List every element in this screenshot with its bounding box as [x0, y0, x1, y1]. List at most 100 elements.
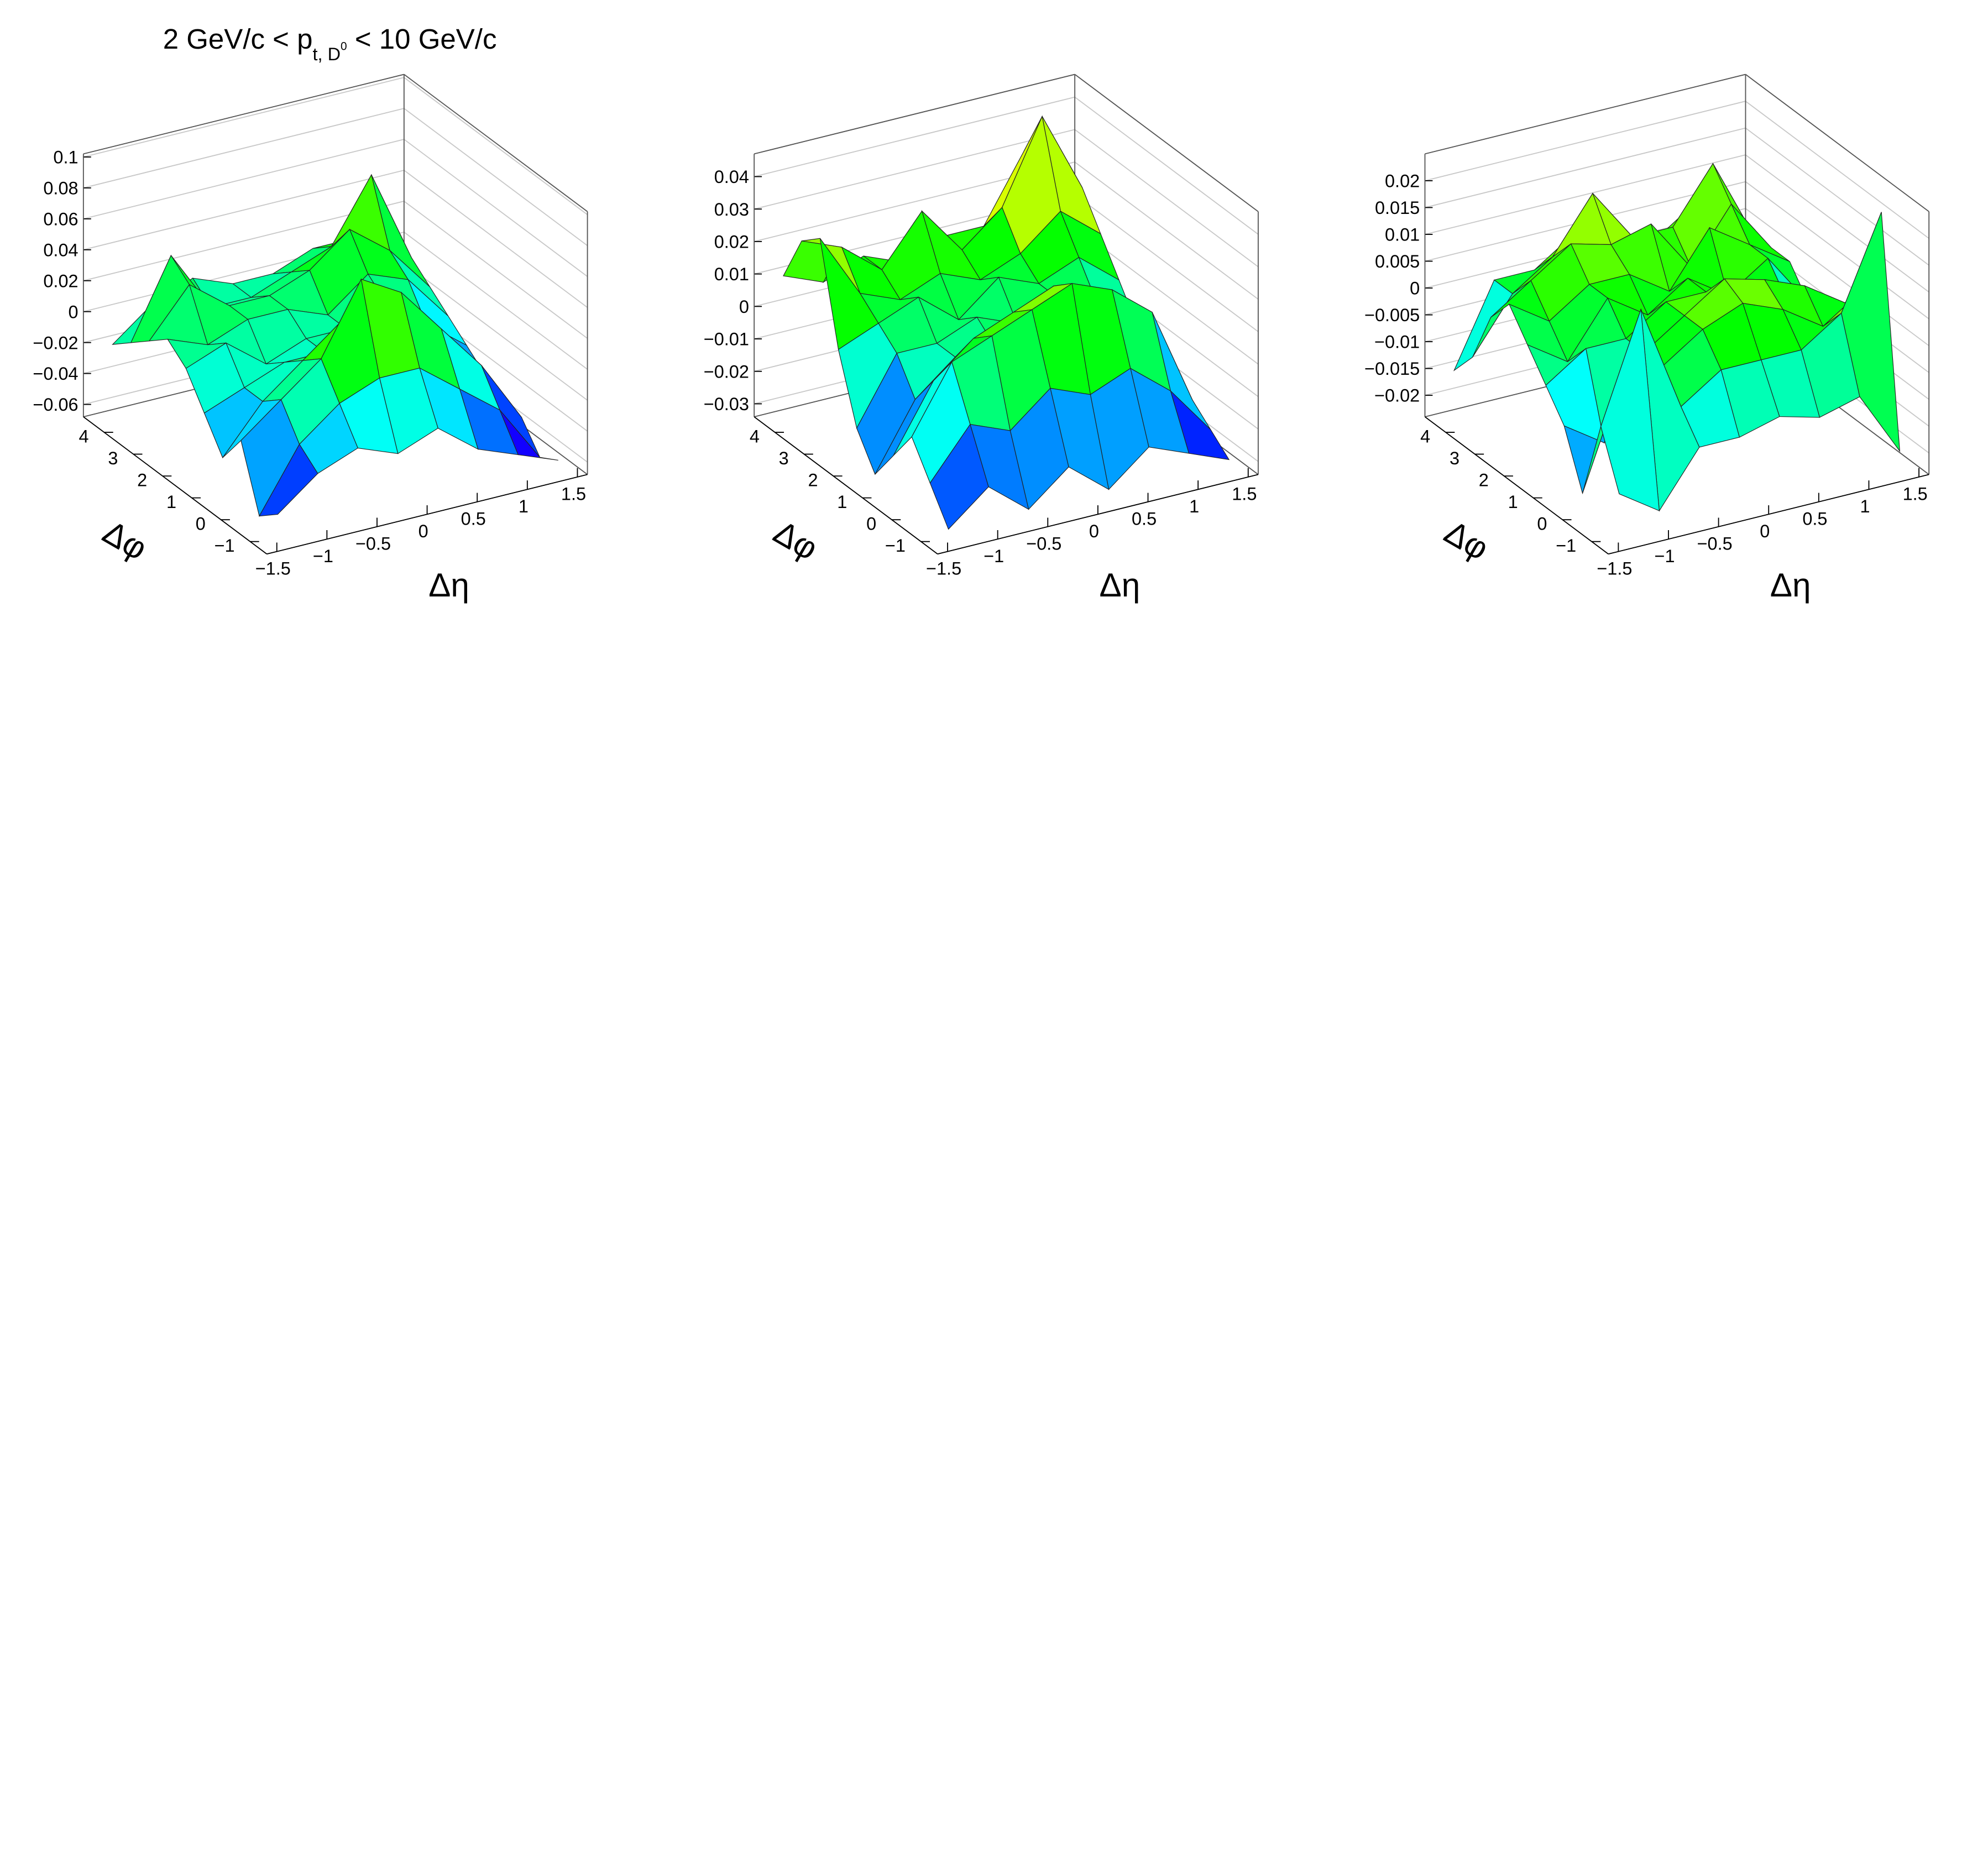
- y-tick-label: 0: [1537, 514, 1547, 534]
- box-edge: [404, 74, 588, 212]
- y-tick-label: 4: [1420, 427, 1430, 447]
- title-part: < 10 GeV/c: [347, 23, 497, 55]
- box-edge: [1425, 74, 1746, 155]
- grid-line: [1425, 101, 1746, 181]
- box-edge: [754, 74, 1075, 155]
- z-tick-label: 0: [739, 297, 749, 317]
- x-tick-label: 0: [1089, 521, 1099, 541]
- x-tick-label: 0: [1760, 521, 1770, 541]
- z-tick-label: 0.005: [1375, 252, 1420, 271]
- z-tick-label: 0.04: [714, 167, 749, 187]
- y-tick-label: 1: [166, 492, 176, 512]
- y-axis: [83, 416, 268, 554]
- grid-line: [404, 232, 588, 370]
- z-tick-label: −0.06: [33, 395, 78, 415]
- grid-line: [1074, 161, 1259, 300]
- x-tick-label: 0.5: [1132, 509, 1157, 529]
- x-tick-label: 1.5: [561, 484, 586, 504]
- grid-line: [404, 77, 588, 216]
- grid-line: [404, 201, 588, 339]
- grid-line: [1745, 154, 1929, 293]
- x-tick-label: −1.5: [255, 558, 291, 578]
- x-tick-label: −0.5: [355, 534, 391, 554]
- surface-cell: [259, 443, 318, 517]
- z-tick-label: 0.03: [714, 200, 749, 219]
- x-tick-label: −1: [313, 546, 333, 566]
- grid-line: [1074, 129, 1259, 268]
- y-tick-label: 2: [1479, 470, 1489, 490]
- grid-line: [754, 96, 1075, 177]
- x-tick-label: 1.5: [1903, 484, 1928, 504]
- x-tick-label: −0.5: [1026, 534, 1061, 554]
- panel: −0.06−0.04−0.0200.020.040.060.080.1−1.5−…: [33, 23, 588, 604]
- surface: [1453, 163, 1901, 512]
- x-axis-title: Δη: [428, 566, 469, 604]
- grid-line: [1074, 194, 1259, 332]
- y-tick-label: 4: [750, 427, 760, 447]
- surface-cell: [1600, 309, 1660, 511]
- x-tick-label: 1.5: [1232, 484, 1257, 504]
- z-tick-label: 0.06: [43, 209, 78, 229]
- z-tick-label: 0.01: [1385, 225, 1420, 245]
- grid-line: [404, 108, 588, 247]
- x-tick-label: −1.5: [926, 558, 961, 578]
- y-axis-title: Δφ: [97, 513, 154, 568]
- grid-line: [1745, 181, 1929, 320]
- panel: −0.02 −0.015 −0.01 −0.005 0 0.005 0.01 0.015 0.0…: [1364, 74, 1930, 604]
- grid-line: [1425, 127, 1746, 208]
- box-edge: [1745, 74, 1929, 212]
- y-tick-label: −1: [1556, 536, 1576, 556]
- y-axis-title: Δφ: [1438, 513, 1495, 568]
- surface: [112, 174, 558, 517]
- x-tick-label: 1: [1189, 496, 1199, 516]
- x-tick-label: 1: [1860, 496, 1870, 516]
- z-tick-label: 0.01: [714, 264, 749, 284]
- y-tick-label: 4: [79, 427, 89, 447]
- y-axis-title: Δφ: [767, 513, 824, 568]
- y-tick-label: 3: [108, 448, 118, 468]
- z-tick-label: 0.04: [43, 240, 78, 260]
- z-tick-label: 0.02: [1385, 171, 1420, 191]
- z-tick-label: 0.015: [1375, 198, 1420, 218]
- grid-line: [83, 139, 405, 219]
- grid-line: [83, 170, 405, 250]
- chart-title: 2 GeV/c < pt, D0 < 10 GeV/c: [163, 23, 497, 64]
- x-tick-label: −1: [983, 546, 1004, 566]
- z-tick-label: −0.005: [1364, 305, 1420, 325]
- y-tick-label: 3: [779, 448, 789, 468]
- y-tick-label: 3: [1450, 448, 1459, 468]
- y-tick-label: 0: [196, 514, 206, 534]
- title-part: t, D: [313, 44, 341, 64]
- x-tick-label: 0.5: [1802, 509, 1827, 529]
- z-tick-label: −0.02: [704, 362, 749, 381]
- y-tick-label: 1: [1508, 492, 1518, 512]
- grid-line: [1745, 101, 1929, 239]
- grid-line: [83, 77, 405, 158]
- z-tick-label: −0.01: [1374, 332, 1420, 352]
- y-tick-label: 1: [837, 492, 847, 512]
- y-tick-label: 0: [866, 514, 876, 534]
- z-tick-label: 0: [69, 302, 79, 322]
- title-part: 2 GeV/c < p: [163, 23, 313, 55]
- z-tick-label: −0.04: [33, 364, 78, 384]
- surface: [783, 115, 1230, 530]
- z-tick-label: 0: [1410, 279, 1420, 299]
- y-axis: [1424, 416, 1609, 554]
- y-axis: [754, 416, 938, 554]
- y-tick-label: 2: [137, 470, 147, 490]
- x-tick-label: −0.5: [1697, 534, 1733, 554]
- z-tick-label: −0.01: [704, 329, 749, 349]
- grid-line: [404, 170, 588, 308]
- z-tick-label: 0.02: [43, 271, 78, 291]
- z-tick-label: −0.03: [704, 394, 749, 414]
- grid-line: [1074, 96, 1259, 235]
- x-tick-label: −1.5: [1597, 558, 1632, 578]
- z-tick-label: −0.02: [33, 333, 78, 353]
- x-tick-label: 0.5: [461, 509, 486, 529]
- surface-cell: [1453, 279, 1513, 371]
- z-tick-label: −0.02: [1374, 386, 1420, 406]
- x-axis-title: Δη: [1099, 566, 1140, 604]
- z-tick-label: −0.015: [1364, 359, 1420, 379]
- box-edge: [1074, 74, 1259, 212]
